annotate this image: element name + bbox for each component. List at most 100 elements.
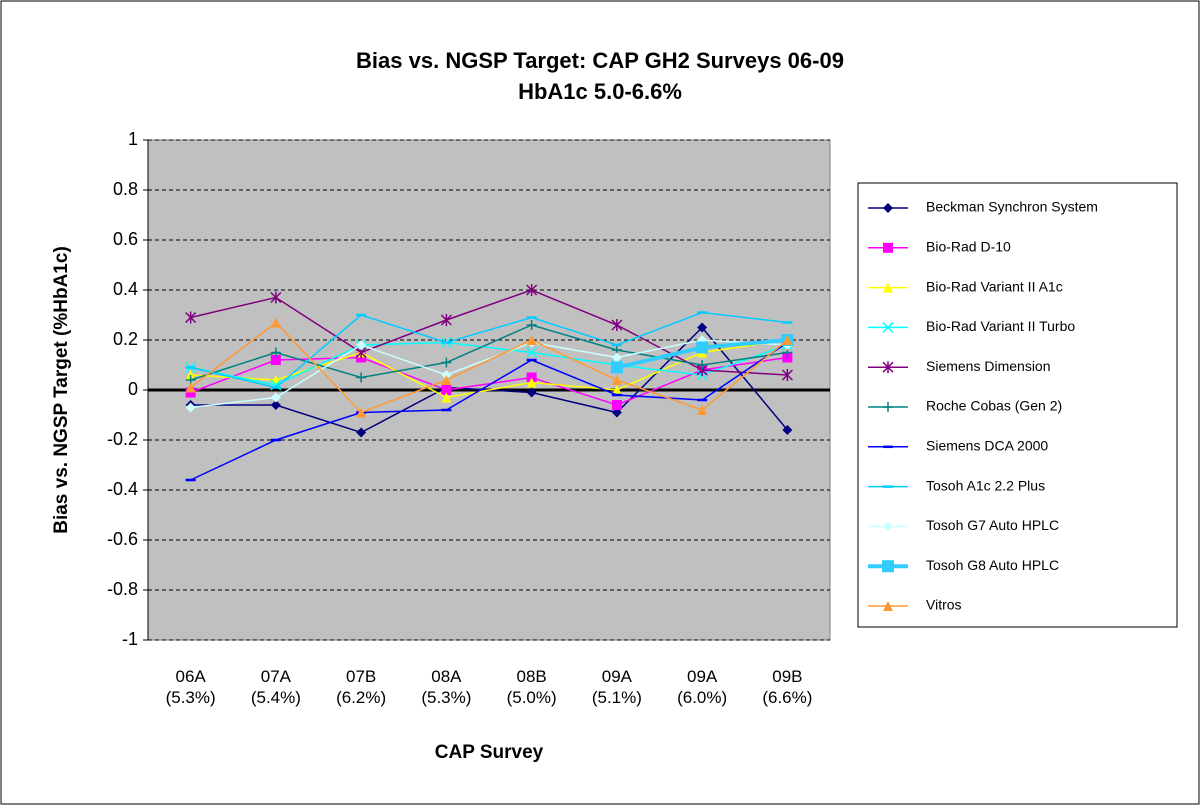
y-tick-label: 0.6 [113, 229, 138, 249]
marker [356, 340, 367, 350]
marker [611, 319, 623, 331]
series-line [190, 356, 788, 406]
y-tick-label: -1 [122, 629, 138, 649]
legend-label: Siemens Dimension [926, 358, 1051, 374]
marker [526, 320, 537, 330]
marker [611, 385, 622, 395]
legend-marker [883, 203, 893, 213]
marker [440, 314, 452, 326]
marker [782, 425, 793, 435]
x-tick-label: 09A (6.0%) [677, 667, 728, 707]
legend-marker [883, 521, 893, 532]
marker [356, 372, 367, 383]
y-tick-label: -0.8 [107, 579, 138, 599]
marker [270, 355, 281, 365]
y-tick-label: 0 [128, 379, 138, 399]
series [185, 320, 793, 385]
marker [270, 347, 281, 358]
legend-label: Siemens DCA 2000 [926, 438, 1048, 454]
legend-box [857, 182, 1178, 628]
x-tick-label: 09A (5.1%) [591, 667, 642, 707]
x-tick-label: 08A (5.3%) [421, 667, 472, 707]
legend-entry: Bio-Rad Variant II A1c [868, 278, 1063, 294]
y-tick-label: 0.4 [113, 279, 138, 299]
legend-marker [883, 402, 893, 412]
x-tick-label: 06A (5.3%) [165, 667, 216, 707]
x-tick-label: 07A (5.4%) [250, 667, 301, 707]
series [185, 317, 793, 418]
legend-marker [882, 361, 894, 374]
legend-entry: Beckman Synchron System [868, 199, 1098, 215]
x-tick-label: 08B (5.0%) [506, 667, 557, 707]
series-line [190, 321, 788, 414]
marker [526, 346, 538, 359]
legend-entry: Siemens DCA 2000 [868, 438, 1048, 454]
series-line [190, 324, 788, 381]
y-tick-label: 0.8 [113, 179, 138, 199]
marker [441, 357, 452, 368]
marker [185, 402, 196, 413]
marker [611, 400, 622, 410]
legend-label: Tosoh G8 Auto HPLC [926, 557, 1059, 573]
legend-label: Bio-Rad D-10 [926, 239, 1011, 255]
marker [441, 385, 452, 395]
legend-label: Vitros [926, 597, 962, 613]
legend-entry: Bio-Rad Variant II Turbo [868, 318, 1075, 334]
marker [270, 400, 281, 410]
legend-entry: Tosoh A1c 2.2 Plus [868, 477, 1045, 493]
x-tick-label: 07B (6.2%) [336, 667, 387, 707]
legend-label: Bio-Rad Variant II A1c [926, 278, 1063, 294]
x-axis-title: CAP Survey [435, 742, 544, 763]
series-line [190, 341, 788, 386]
legend-entry: Siemens Dimension [868, 358, 1051, 374]
marker [696, 341, 709, 354]
legend-label: Roche Cobas (Gen 2) [926, 398, 1062, 414]
marker [356, 407, 367, 418]
marker [185, 311, 197, 324]
y-tick-label: -0.4 [107, 479, 138, 499]
chart-title: Bias vs. NGSP Target: CAP GH2 Surveys 06… [356, 48, 844, 73]
legend-label: Bio-Rad Variant II Turbo [926, 318, 1075, 334]
series-line [190, 341, 788, 481]
marker [270, 291, 282, 304]
legend-entry: Roche Cobas (Gen 2) [868, 398, 1062, 414]
marker [185, 382, 196, 393]
y-tick-label: -0.2 [107, 429, 138, 449]
marker [611, 352, 622, 363]
chart-subtitle: HbA1c 5.0-6.6% [518, 79, 682, 104]
marker [356, 427, 367, 438]
marker [697, 405, 708, 415]
legend-entry: Bio-Rad D-10 [868, 239, 1011, 255]
y-tick-label: -0.6 [107, 529, 138, 549]
marker [526, 335, 537, 345]
marker [270, 392, 281, 403]
marker [526, 284, 538, 296]
y-tick-label: 0.2 [113, 329, 138, 349]
legend-entry: Tosoh G8 Auto HPLC [868, 557, 1059, 573]
legend-marker [883, 242, 893, 253]
x-tick-label: 09B (6.6%) [762, 667, 813, 707]
legend-entry: Tosoh G7 Auto HPLC [868, 517, 1059, 533]
legend-label: Tosoh G7 Auto HPLC [926, 517, 1059, 533]
marker [270, 317, 281, 328]
series-line [190, 311, 788, 389]
legend-marker [882, 560, 894, 573]
legend-marker [882, 321, 894, 333]
legend-label: Beckman Synchron System [926, 199, 1098, 215]
y-tick-label: 1 [128, 129, 138, 149]
marker [610, 361, 623, 374]
marker [526, 387, 537, 398]
series [185, 311, 793, 389]
y-axis-title: Bias vs. NGSP Target (%HbA1c) [51, 246, 72, 534]
marker [782, 335, 793, 345]
marker [611, 375, 622, 385]
legend-label: Tosoh A1c 2.2 Plus [926, 477, 1045, 493]
marker [697, 322, 708, 333]
marker [441, 392, 452, 403]
legend-entry: Vitros [868, 597, 962, 613]
marker [697, 360, 708, 370]
marker [526, 377, 537, 388]
marker [781, 369, 793, 381]
